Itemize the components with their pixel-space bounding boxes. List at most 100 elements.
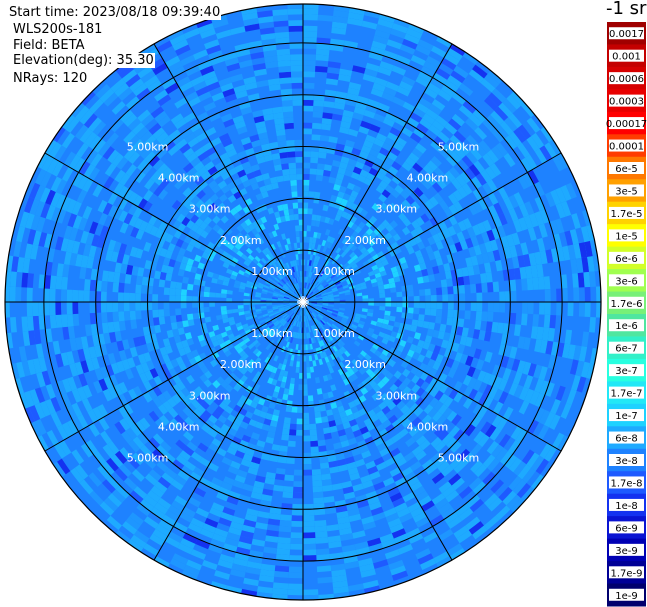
range-gate — [13, 241, 22, 258]
colorbar-tick-bg — [609, 588, 644, 601]
range-gate — [316, 244, 322, 251]
range-gate — [217, 337, 225, 345]
range-gate — [84, 324, 93, 337]
range-gate — [331, 160, 341, 168]
range-gate — [68, 154, 81, 170]
range-gate — [296, 236, 300, 243]
range-gate — [269, 325, 276, 331]
range-gate — [159, 414, 170, 426]
range-gate — [415, 548, 431, 560]
range-gate — [267, 330, 273, 337]
range-gate — [408, 22, 425, 35]
range-gate — [242, 142, 253, 151]
range-gate — [399, 80, 413, 92]
range-gate — [326, 361, 332, 369]
range-gate — [206, 81, 221, 92]
range-gate — [583, 271, 591, 288]
range-gate — [341, 328, 349, 334]
range-gate — [139, 130, 153, 143]
range-gate — [449, 134, 463, 147]
range-gate — [309, 434, 318, 442]
range-gate — [199, 528, 215, 539]
range-gate — [282, 174, 291, 182]
range-gate — [453, 146, 466, 160]
range-gate — [153, 218, 163, 229]
range-gate — [276, 337, 282, 344]
range-gate — [244, 410, 254, 419]
range-gate — [321, 473, 332, 481]
range-gate — [383, 283, 391, 290]
range-gate — [293, 291, 298, 296]
range-gate — [405, 436, 416, 448]
range-gate — [347, 280, 354, 285]
range-gate — [303, 520, 315, 527]
range-gate — [319, 271, 325, 277]
range-gate — [243, 292, 250, 297]
range-gate — [567, 344, 576, 360]
range-gate — [387, 401, 397, 411]
range-gate — [338, 74, 351, 82]
range-gate — [331, 339, 337, 346]
range-gate — [370, 46, 385, 56]
range-gate — [152, 528, 168, 542]
range-gate — [492, 249, 501, 262]
range-gate — [230, 460, 241, 470]
range-gate — [340, 440, 350, 448]
range-gate — [513, 461, 527, 476]
range-gate — [352, 410, 362, 419]
range-gate — [277, 456, 287, 464]
range-gate — [32, 230, 42, 246]
range-gate — [406, 284, 414, 292]
range-gate — [305, 288, 308, 295]
range-gate — [443, 348, 452, 359]
range-gate — [93, 380, 103, 394]
range-gate — [133, 385, 143, 398]
range-gate — [288, 162, 297, 170]
range-gate — [352, 112, 364, 121]
range-gate — [549, 414, 561, 430]
range-gate — [427, 343, 436, 352]
range-gate — [376, 364, 385, 373]
range-gate — [192, 312, 200, 320]
range-gate — [331, 407, 340, 415]
range-gate — [312, 260, 317, 268]
range-gate — [446, 253, 455, 263]
range-gate — [539, 339, 548, 354]
range-gate — [250, 51, 265, 60]
range-gate — [448, 193, 459, 205]
colorbar-tick-bg — [609, 251, 644, 264]
range-gate — [148, 122, 162, 135]
range-gate — [127, 539, 144, 553]
range-gate — [67, 376, 78, 391]
range-gate — [140, 302, 147, 311]
range-gate — [182, 406, 193, 417]
range-gate — [240, 458, 252, 468]
range-gate — [335, 336, 342, 343]
range-gate — [331, 287, 338, 291]
range-gate — [445, 358, 455, 368]
range-gate — [296, 173, 303, 180]
range-gate — [171, 500, 185, 512]
range-gate — [453, 461, 467, 474]
range-gate — [110, 454, 124, 468]
range-gate — [249, 302, 255, 305]
range-gate — [107, 205, 118, 218]
range-gate — [36, 216, 46, 232]
range-gate — [305, 315, 309, 322]
range-gate — [339, 410, 347, 419]
range-gate — [111, 489, 126, 504]
range-gate — [275, 286, 282, 291]
range-gate — [78, 290, 85, 302]
range-gate — [313, 508, 326, 516]
range-gate — [424, 199, 435, 211]
range-gate — [316, 284, 322, 289]
range-gate — [247, 359, 255, 367]
range-gate — [290, 71, 303, 78]
range-gate — [228, 490, 241, 500]
range-gate — [394, 116, 407, 127]
range-gate — [283, 305, 290, 309]
range-gate — [215, 314, 223, 321]
range-gate — [303, 435, 311, 442]
range-gate — [496, 417, 508, 431]
range-gate — [441, 485, 456, 498]
